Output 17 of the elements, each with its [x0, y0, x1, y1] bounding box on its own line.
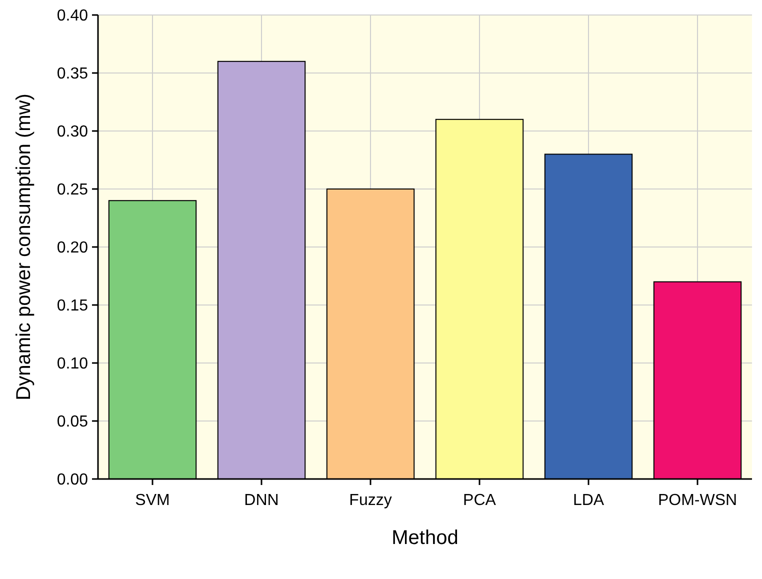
x-tick-label: DNN	[244, 492, 279, 509]
y-tick-label: 0.15	[56, 298, 88, 315]
y-tick-label: 0.05	[56, 414, 88, 431]
y-tick-label: 0.35	[56, 66, 88, 83]
x-tick-label: SVM	[135, 492, 170, 509]
x-tick-label: PCA	[463, 492, 496, 509]
y-tick-label: 0.10	[56, 356, 88, 373]
y-tick-label: 0.25	[56, 182, 88, 199]
x-tick-label: POM-WSN	[658, 492, 738, 509]
y-tick-label: 0.00	[56, 472, 88, 489]
x-tick-label: Fuzzy	[349, 492, 392, 509]
x-axis-title: Method	[392, 527, 458, 549]
y-tick-label: 0.40	[56, 8, 88, 25]
x-tick-label: LDA	[572, 492, 604, 509]
y-axis-title: Dynamic power consumption (mw)	[13, 94, 35, 400]
y-tick-label: 0.20	[56, 240, 88, 257]
y-tick-label: 0.30	[56, 124, 88, 141]
